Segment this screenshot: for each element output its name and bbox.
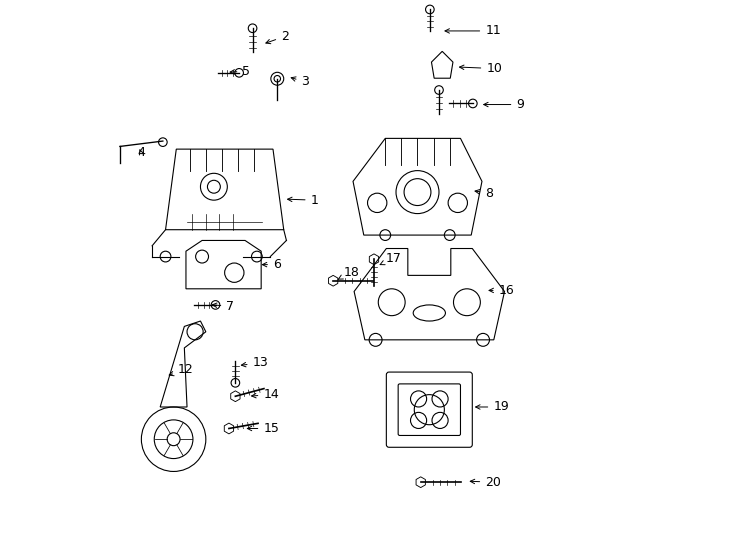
- Text: 20: 20: [470, 476, 501, 489]
- Text: 5: 5: [230, 65, 250, 78]
- Text: 3: 3: [291, 76, 309, 89]
- Text: 15: 15: [247, 422, 279, 435]
- Text: 14: 14: [252, 388, 279, 401]
- Text: 17: 17: [380, 252, 401, 265]
- Text: 13: 13: [241, 356, 269, 369]
- Text: 8: 8: [475, 187, 493, 200]
- Text: 10: 10: [459, 62, 502, 75]
- Text: 1: 1: [288, 194, 319, 207]
- Text: 2: 2: [266, 30, 289, 44]
- Text: 19: 19: [476, 401, 509, 414]
- Text: 6: 6: [262, 258, 281, 271]
- Text: 4: 4: [137, 146, 145, 159]
- Text: 18: 18: [338, 266, 359, 279]
- Text: 12: 12: [170, 363, 194, 376]
- Text: 7: 7: [212, 300, 234, 313]
- Text: 9: 9: [484, 98, 524, 111]
- Text: 16: 16: [489, 284, 515, 297]
- Text: 11: 11: [445, 24, 501, 37]
